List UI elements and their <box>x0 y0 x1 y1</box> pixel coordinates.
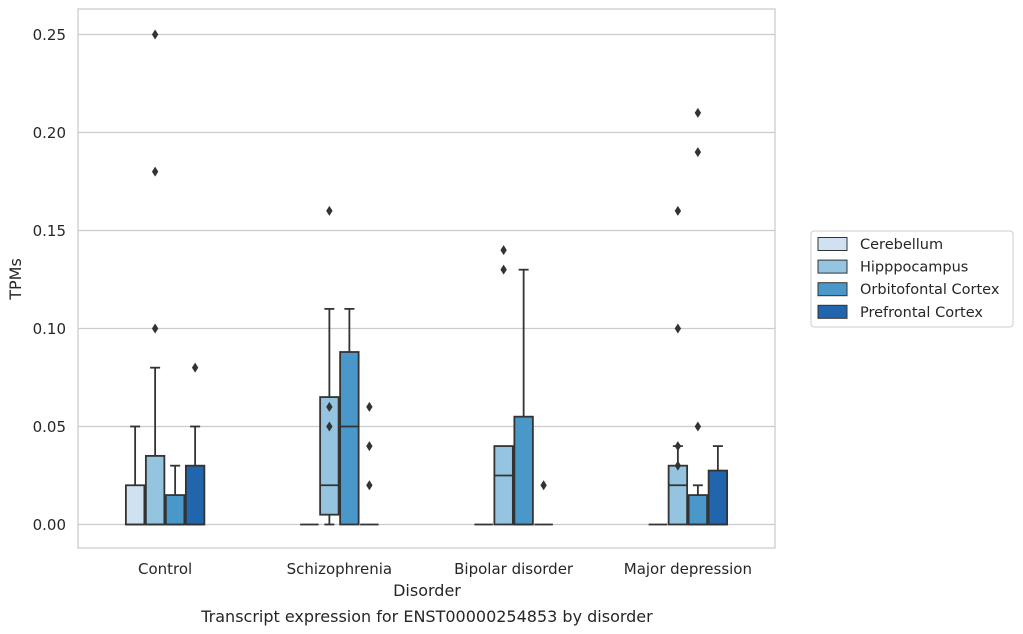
plot-background <box>78 9 775 548</box>
outlier-point <box>366 480 373 491</box>
box-plot <box>687 107 709 526</box>
x-tick-label: Schizophrenia <box>287 560 392 578</box>
y-tick-label: 0.20 <box>33 124 66 142</box>
legend-item: Hipppocampus <box>817 259 968 276</box>
outlier-point <box>674 205 682 216</box>
x-tick-labels: Control Schizophrenia Bipolar disorder Majo… <box>138 560 752 578</box>
outlier-point <box>151 29 159 40</box>
legend-item: Orbitofontal Cortex <box>817 282 1000 298</box>
legend-item: Cerebellum <box>817 237 943 253</box>
y-tick-label: 0.10 <box>33 320 66 338</box>
outlier-point <box>366 441 373 452</box>
outlier-point <box>326 421 333 432</box>
box-plot <box>144 29 166 526</box>
legend-label: Prefrontal Cortex <box>860 305 983 321</box>
chart-caption: Transcript expression for ENST0000025485… <box>200 607 653 626</box>
outlier-point <box>151 323 159 334</box>
box-plot <box>184 362 206 526</box>
outlier-point <box>540 480 547 491</box>
plot-frame <box>77 8 776 549</box>
box-iqr <box>513 415 534 526</box>
y-tick-label: 0.05 <box>33 418 66 436</box>
outlier-point <box>191 362 199 373</box>
x-tick-label: Control <box>138 560 192 578</box>
box-plot <box>339 307 360 526</box>
x-axis-label: Disorder <box>393 581 461 600</box>
box-iqr <box>707 469 729 526</box>
box-plot <box>319 205 340 526</box>
box-iqr <box>339 351 360 526</box>
legend-swatch <box>817 237 848 251</box>
y-tick-label: 0.25 <box>33 26 66 44</box>
legend-swatch <box>817 304 848 319</box>
box-iqr <box>687 494 709 526</box>
box-iqr <box>124 484 146 526</box>
outlier-point <box>674 441 682 452</box>
box-iqr <box>667 464 689 526</box>
box-plot <box>493 245 514 526</box>
y-tick-labels: 0.00 0.05 0.10 0.15 0.20 0.25 <box>33 26 66 534</box>
box-plot <box>513 268 534 526</box>
box-plot <box>124 425 146 526</box>
outlier-point <box>694 421 702 432</box>
legend-label: Cerebellum <box>860 237 943 253</box>
x-tick-label: Major depression <box>624 560 752 578</box>
legend-label: Orbitofontal Cortex <box>860 282 1000 298</box>
outlier-point <box>326 401 333 412</box>
x-tick-label: Bipolar disorder <box>454 560 574 578</box>
legend-label: Hipppocampus <box>860 260 968 276</box>
outlier-point <box>500 245 507 256</box>
box-iqr <box>144 454 166 526</box>
legend-swatch <box>817 282 848 297</box>
outlier-point <box>694 107 702 118</box>
box-plot <box>164 464 186 526</box>
y-tick-label: 0.15 <box>33 222 66 240</box>
outlier-point <box>326 205 333 216</box>
outlier-point <box>151 166 159 177</box>
box-plot <box>667 205 689 526</box>
box-plot <box>707 445 729 526</box>
box-plots <box>124 29 729 526</box>
outlier-point <box>500 264 507 275</box>
legend: Cerebellum Hipppocampus Orbitofontal Corte… <box>810 230 1014 328</box>
y-axis-label: TPMs <box>6 258 25 301</box>
legend-item: Prefrontal Cortex <box>817 304 983 321</box>
outlier-point <box>694 147 702 158</box>
outlier-point <box>674 460 682 471</box>
y-tick-label: 0.00 <box>33 516 66 534</box>
legend-swatch <box>817 259 848 274</box>
box-iqr <box>493 445 514 526</box>
box-plot <box>360 401 379 526</box>
outlier-point <box>674 323 682 334</box>
box-iqr <box>184 464 206 526</box>
box-iqr <box>164 494 186 526</box>
box-iqr <box>319 396 340 516</box>
outlier-point <box>366 401 373 412</box>
legend-frame <box>810 230 1014 328</box>
box-plot <box>534 480 553 526</box>
